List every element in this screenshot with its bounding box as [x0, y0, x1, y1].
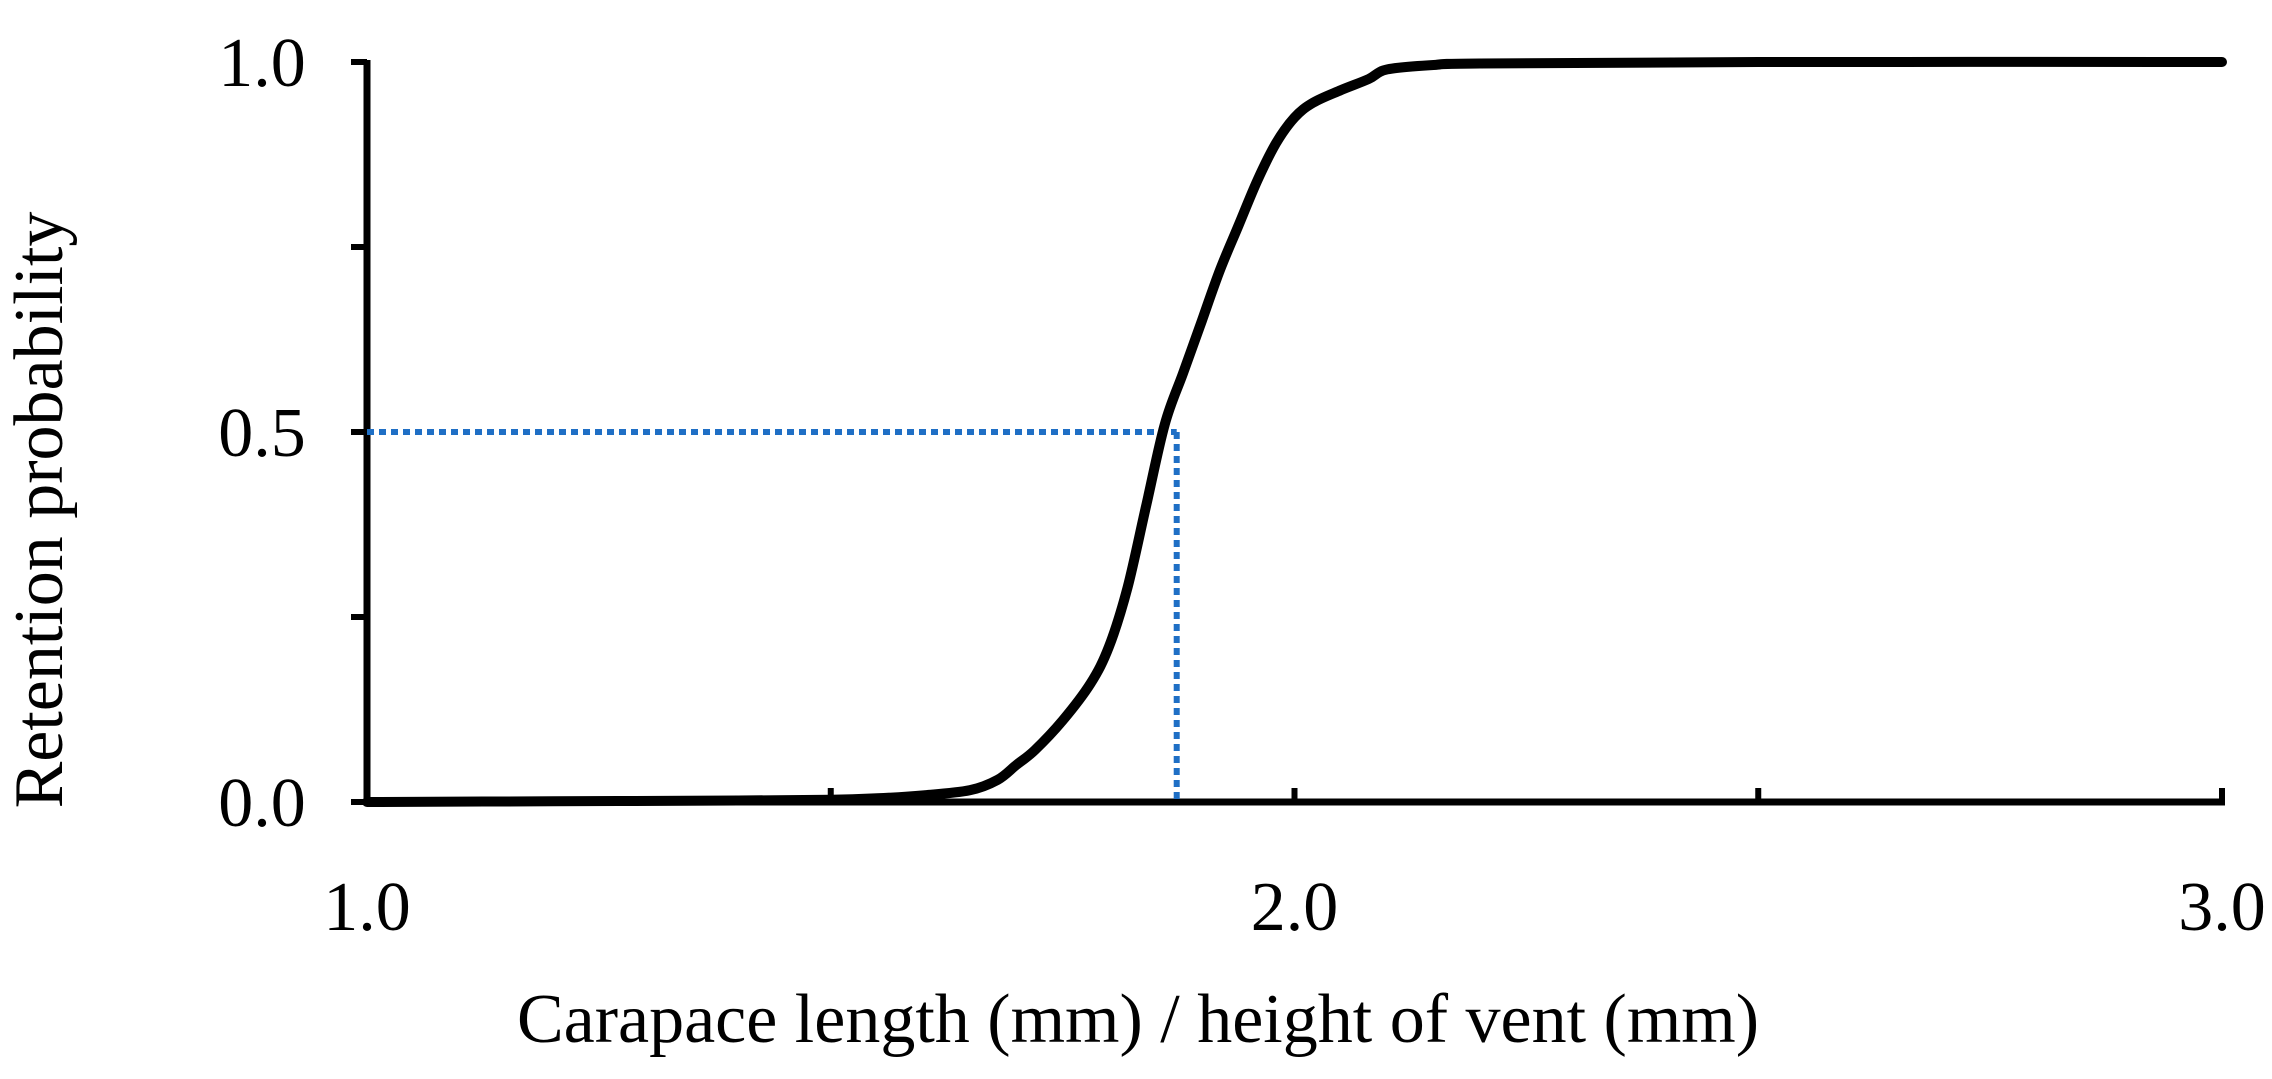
x-tick-label: 1.0	[323, 869, 411, 946]
plot-area: 0.0 0.5 1.0 1.0 2.0 3.0	[218, 25, 2266, 946]
retention-curve	[362, 56, 2227, 807]
x-axis-title: Carapace length (mm) / height of vent (m…	[517, 981, 1759, 1058]
y-tick-label: 0.0	[218, 765, 306, 842]
y-axis-title: Retention probability	[1, 212, 78, 809]
y-tick-label: 0.5	[218, 395, 306, 472]
x-tick-label: 3.0	[2178, 869, 2266, 946]
y-tick-label: 1.0	[218, 25, 306, 102]
x-tick-label: 2.0	[1251, 869, 1339, 946]
